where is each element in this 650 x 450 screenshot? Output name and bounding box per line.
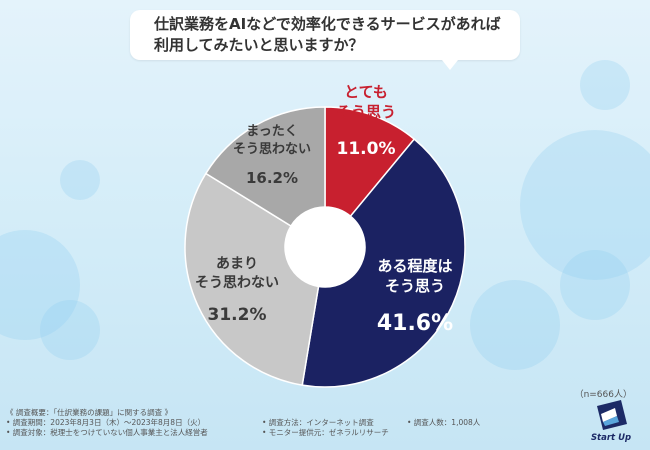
- background-bubble: [60, 160, 100, 200]
- donut-hole: [285, 207, 365, 287]
- slice-label: あまり: [216, 256, 258, 272]
- question-callout: 仕訳業務をAIなどで効率化できるサービスがあれば 利用してみたいと思いますか？: [130, 10, 520, 70]
- question-line-1: 仕訳業務をAIなどで効率化できるサービスがあれば: [154, 15, 501, 33]
- sample-size: （n=666人）: [574, 390, 632, 400]
- startup-logo: Start Up: [583, 400, 639, 446]
- background-bubble: [470, 280, 560, 370]
- background-bubble: [560, 250, 630, 320]
- slice-label: そう思わない: [233, 142, 311, 157]
- question-line-2: 利用してみたいと思いますか？: [154, 36, 364, 54]
- survey-provider: • モニター提供元：ゼネラルリサーチ: [262, 428, 389, 437]
- slice-value-label: 11.0%: [337, 139, 396, 159]
- survey-footer-col3: • 調査人数：1,008人: [407, 418, 480, 428]
- slice-label: ある程度は: [377, 257, 452, 275]
- survey-method: • 調査方法：インターネット調査: [262, 418, 374, 427]
- survey-count: • 調査人数：1,008人: [407, 418, 481, 427]
- slice-label: とても: [344, 83, 388, 101]
- survey-footer: 《 調査概要：「仕訳業務の課題」に関する調査 》 • 調査期間：2023年8月3…: [6, 408, 208, 438]
- background-bubble: [520, 130, 650, 280]
- logo-mark-icon: [597, 400, 627, 430]
- survey-period: • 調査期間：2023年8月3日（木）～2023年8月8日（火）: [6, 418, 206, 427]
- slice-label: そう思わない: [195, 275, 279, 291]
- slice-label: まったく: [246, 124, 297, 139]
- survey-footer-col2: • 調査方法：インターネット調査 • モニター提供元：ゼネラルリサーチ: [262, 418, 389, 438]
- slice-value-label: 41.6%: [377, 311, 453, 336]
- slice-label: そう思う: [336, 103, 396, 121]
- survey-target: • 調査対象：税理士をつけていない個人事業主と法人経営者: [6, 428, 208, 437]
- slice-value-label: 31.2%: [208, 305, 267, 325]
- background-bubble: [580, 60, 630, 110]
- background-bubble: [40, 300, 100, 360]
- slice-label: そう思う: [385, 277, 445, 295]
- logo-text: Start Up: [590, 433, 632, 443]
- survey-overview: 《 調査概要：「仕訳業務の課題」に関する調査 》: [6, 408, 173, 417]
- slice-value-label: 16.2%: [246, 169, 298, 187]
